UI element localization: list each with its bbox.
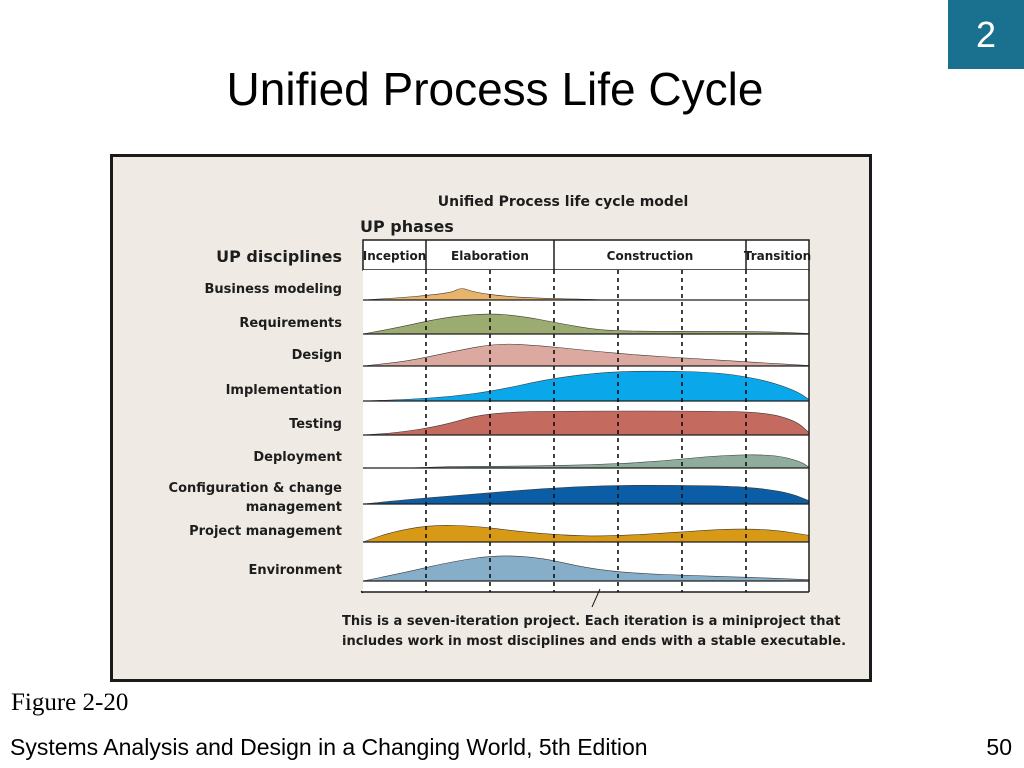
discipline-workload-area	[362, 525, 810, 543]
note-line-1: This is a seven-iteration project. Each …	[342, 614, 840, 629]
figure-caption: Figure 2-20	[11, 689, 129, 716]
up-lifecycle-diagram: Unified Process life cycle model UP phas…	[169, 194, 847, 649]
iteration-lines	[425, 270, 747, 592]
chapter-number: 2	[975, 13, 997, 55]
discipline-label: Business modeling	[204, 282, 342, 297]
diagram-heading: Unified Process life cycle model	[438, 194, 689, 210]
discipline-label: management	[246, 500, 342, 515]
phase-label: Elaboration	[451, 249, 529, 263]
phase-label: Construction	[607, 249, 694, 263]
discipline-label: Requirements	[239, 316, 342, 331]
discipline-label: Testing	[289, 417, 342, 432]
note-line-2: includes work in most disciplines and en…	[342, 634, 846, 649]
discipline-rows: Business modeling Requirements Design Imple…	[169, 270, 810, 593]
chapter-badge: 2	[948, 0, 1024, 69]
discipline-workload-area	[362, 313, 810, 335]
phase-header: Inception Elaboration Construction Transiti…	[362, 239, 811, 271]
discipline-label: Implementation	[226, 383, 342, 398]
page-number: 50	[986, 734, 1012, 760]
discipline-label: Environment	[249, 563, 343, 578]
discipline-workload-area	[362, 370, 810, 402]
phase-label: Inception	[363, 249, 427, 263]
discipline-workload-area	[362, 484, 810, 505]
discipline-label: Design	[292, 348, 342, 363]
note-pointer	[360, 590, 364, 594]
discipline-workload-area	[362, 343, 810, 367]
discipline-label: Configuration & change	[169, 481, 343, 496]
phases-label: UP phases	[360, 217, 454, 236]
phase-label: Transition	[744, 249, 811, 263]
figure-frame: Unified Process life cycle model UP phas…	[110, 154, 872, 682]
discipline-workload-area	[362, 555, 810, 582]
footer-text: Systems Analysis and Design in a Changin…	[10, 734, 648, 760]
discipline-label: Project management	[189, 524, 342, 539]
disciplines-label: UP disciplines	[216, 247, 342, 266]
slide-title: Unified Process Life Cycle	[226, 63, 764, 115]
discipline-label: Deployment	[253, 450, 342, 465]
discipline-workload-area	[362, 410, 810, 436]
phase-header-box	[362, 239, 810, 271]
note-pointer-line	[591, 588, 601, 608]
